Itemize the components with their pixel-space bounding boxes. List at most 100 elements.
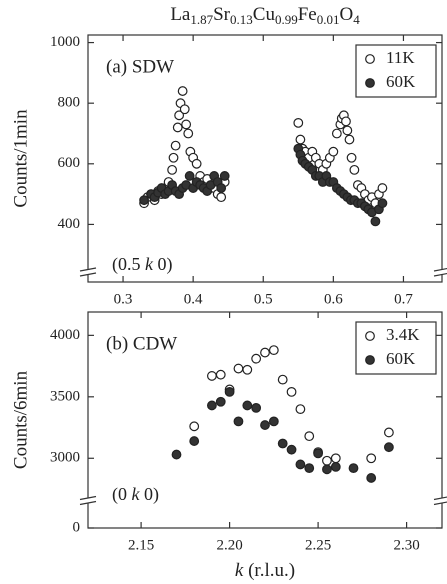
data-point: [366, 453, 377, 464]
axis-break-gap: [434, 498, 447, 503]
data-point: [330, 461, 341, 472]
data-point: [216, 183, 227, 193]
data-point: [295, 134, 306, 145]
data-point: [295, 404, 306, 415]
legend-label: 60K: [386, 72, 416, 91]
data-point: [189, 421, 200, 432]
data-point: [172, 122, 183, 133]
data-point: [268, 345, 279, 356]
data-point: [177, 86, 188, 96]
x-tick-label: 2.25: [305, 537, 331, 553]
data-point: [286, 444, 297, 455]
axis-break-gap: [80, 270, 96, 274]
text-part: La: [170, 4, 191, 25]
text-part: (0.5: [112, 254, 145, 275]
legend-label: 11K: [386, 48, 415, 67]
y-tick-label: 3500: [50, 388, 80, 404]
y-tick-label: 4000: [50, 327, 80, 343]
data-point: [242, 400, 253, 411]
data-point: [191, 158, 202, 169]
data-point: [330, 453, 341, 464]
axis-break-gap: [434, 270, 447, 274]
y-tick-label: 400: [58, 216, 81, 232]
data-point: [277, 374, 288, 385]
text-part: k: [132, 484, 141, 504]
data-point: [168, 152, 179, 163]
text-part: 0.01: [317, 12, 340, 27]
x-axis-label: k (r.l.u.): [235, 560, 295, 581]
y-tick-label: 3000: [50, 450, 80, 466]
figure-title: La1.87Sr0.13Cu0.99Fe0.01O4: [170, 4, 360, 27]
data-point: [171, 449, 182, 460]
data-point: [183, 128, 194, 139]
data-point: [215, 369, 226, 380]
data-point: [328, 146, 339, 157]
data-point: [322, 455, 332, 466]
legend-label: 60K: [386, 349, 416, 368]
data-point: [216, 192, 227, 203]
plot-frame: [87, 311, 443, 529]
data-point: [139, 195, 149, 206]
data-point: [206, 400, 217, 411]
data-point: [181, 119, 192, 130]
data-point: [167, 164, 178, 175]
data-point: [179, 104, 190, 115]
data-point: [377, 183, 388, 193]
data-point: [331, 128, 342, 139]
text-part: 1.87: [190, 12, 213, 27]
data-point: [377, 198, 388, 209]
text-part: (0: [112, 484, 132, 505]
text-part: Sr: [213, 4, 231, 25]
axis-break-gap: [80, 498, 96, 503]
data-point: [349, 164, 360, 175]
legend-marker: [365, 78, 375, 88]
x-tick-label: 0.3: [114, 291, 133, 307]
data-point: [260, 420, 270, 430]
data-point: [233, 416, 244, 427]
text-part: 0.99: [275, 12, 298, 27]
data-point: [286, 386, 297, 397]
data-point: [313, 448, 324, 459]
data-point: [348, 463, 359, 474]
data-point: [370, 216, 381, 227]
y-tick-label: 1000: [50, 34, 80, 50]
y-tick-label: 800: [58, 95, 81, 111]
axis-break: [433, 501, 447, 506]
data-point: [242, 364, 253, 375]
data-point: [233, 363, 244, 374]
x-tick-label: 0.7: [394, 291, 413, 307]
plot-frame: [87, 34, 443, 283]
legend-marker: [365, 331, 375, 341]
text-part: k: [235, 560, 244, 581]
data-point: [366, 473, 377, 483]
data-point: [293, 117, 304, 128]
x-tick-label: 0.6: [324, 291, 343, 307]
data-point: [341, 116, 351, 127]
axis-break: [433, 267, 447, 272]
axis-break: [433, 272, 447, 277]
legend-box: [355, 44, 437, 98]
legend-marker: [365, 54, 375, 64]
axis-break: [79, 272, 97, 277]
data-point: [295, 459, 306, 470]
data-point: [184, 171, 195, 181]
text-part: Cu: [253, 4, 276, 25]
data-point: [224, 386, 235, 397]
text-part: (r.l.u.): [243, 560, 295, 581]
text-part: O: [339, 4, 353, 25]
panel-label: (a) SDW: [106, 56, 174, 77]
axis-break: [433, 496, 447, 501]
text-part: 0.13: [230, 12, 253, 27]
text-part: 4: [353, 12, 360, 27]
x-tick-label: 0.5: [254, 291, 273, 307]
text-part: 0): [140, 484, 160, 505]
text-part: Fe: [298, 4, 317, 25]
legend-label: 3.4K: [386, 325, 420, 344]
data-point: [189, 436, 200, 446]
data-point: [215, 396, 226, 407]
data-point: [251, 353, 262, 364]
panel-label: (b) CDW: [106, 333, 177, 354]
data-point: [346, 152, 357, 163]
data-point: [384, 427, 394, 438]
